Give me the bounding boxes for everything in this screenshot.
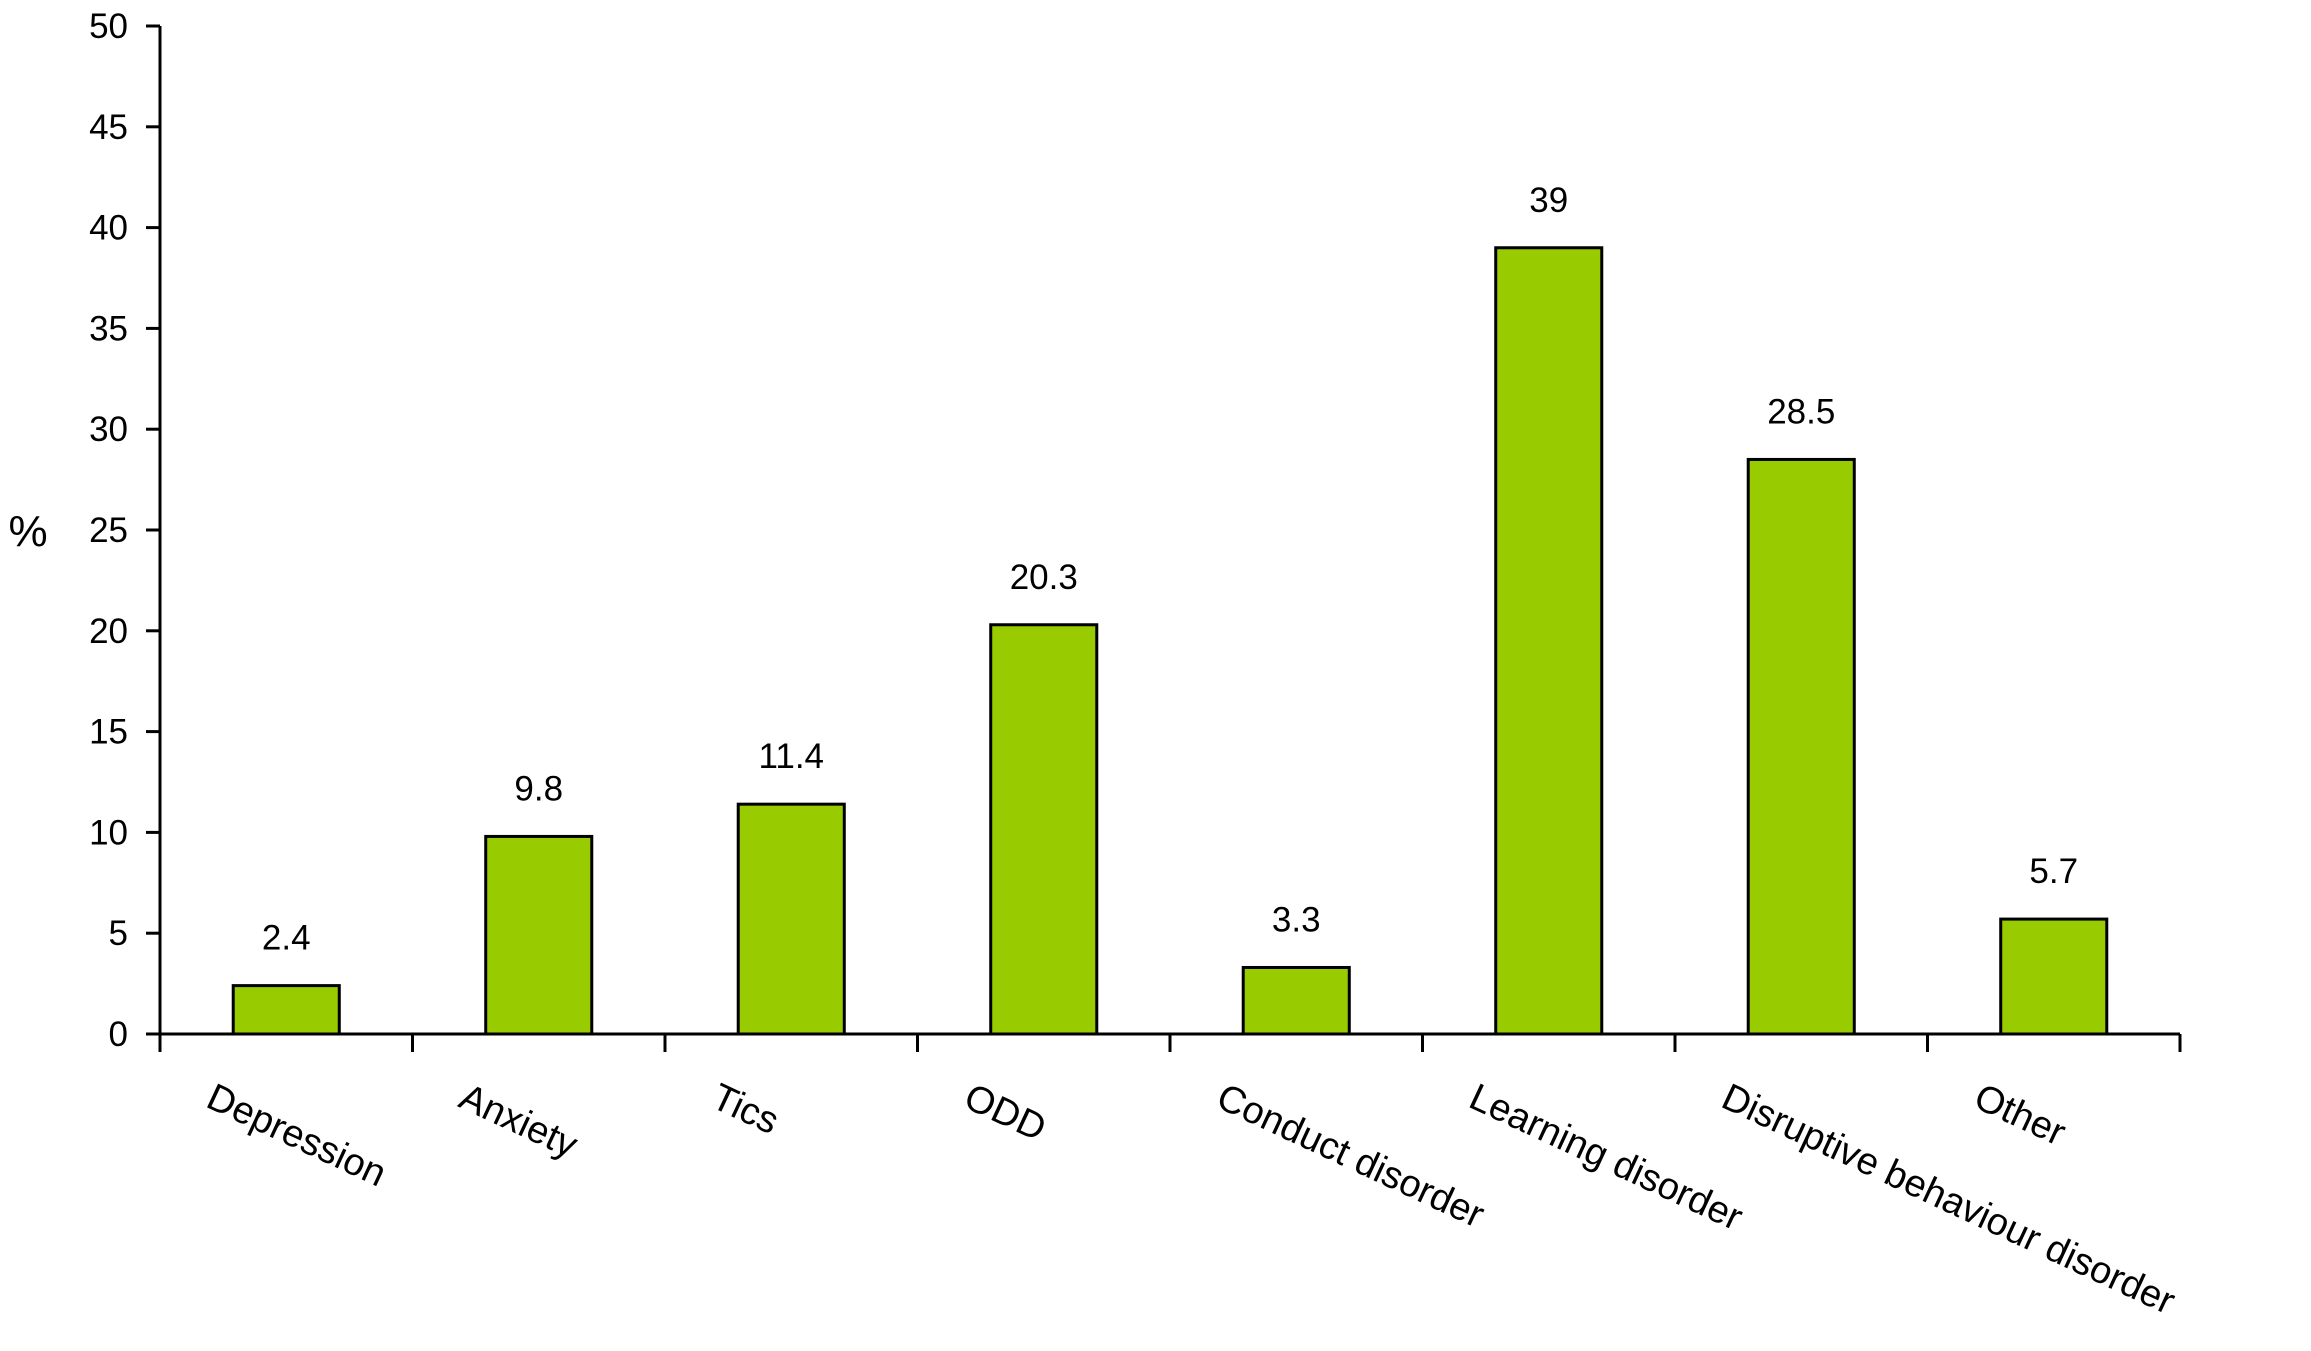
bar (736, 802, 846, 1036)
bar-value-label: 39 (1529, 181, 1568, 220)
bar (484, 834, 594, 1036)
y-tick-label: 35 (89, 309, 128, 348)
bars (231, 246, 2109, 1036)
y-tick-label: 30 (89, 410, 128, 449)
bar (989, 623, 1099, 1036)
y-tick-label: 45 (89, 108, 128, 147)
y-tick-label: 15 (89, 713, 128, 752)
x-axis (158, 1032, 2182, 1052)
category-label: Depression (200, 1076, 392, 1195)
category-label: Conduct disorder (1210, 1076, 1490, 1237)
y-tick-label: 25 (89, 511, 128, 550)
category-label: ODD (958, 1076, 1052, 1150)
y-axis: 0 5 10 15 20 25 30 35 40 45 50 (89, 7, 162, 1054)
y-tick-label: 20 (89, 612, 128, 651)
category-label: Other (1968, 1076, 2072, 1154)
bar (1746, 457, 1856, 1036)
y-tick-label: 50 (89, 7, 128, 46)
bar-value-label: 28.5 (1767, 392, 1835, 431)
bar (1241, 965, 1351, 1036)
y-tick-label: 40 (89, 209, 128, 248)
category-labels: Depression Anxiety Tics ODD Conduct disorder… (200, 1076, 2181, 1323)
bar (1494, 246, 1604, 1036)
category-label: Learning disorder (1463, 1076, 1749, 1239)
bar-value-label: 20.3 (1010, 558, 1078, 597)
category-label: Tics (705, 1076, 785, 1143)
bar (231, 984, 341, 1036)
bar (1999, 917, 2109, 1036)
y-tick-label: 5 (109, 914, 128, 953)
bar-value-label: 3.3 (1272, 900, 1321, 939)
y-tick-label: 0 (109, 1015, 128, 1054)
bar-value-label: 5.7 (2029, 852, 2078, 891)
bar-value-label: 11.4 (758, 737, 824, 776)
bar-value-label: 2.4 (262, 919, 311, 958)
category-label: Anxiety (453, 1076, 584, 1167)
bar-value-label: 9.8 (514, 769, 563, 808)
value-labels: 2.4 9.8 11.4 20.3 3.3 39 28.5 5.7 (262, 181, 2078, 958)
y-tick-label: 10 (89, 813, 128, 852)
y-axis-title: % (8, 507, 47, 556)
category-label: Disruptive behaviour disorder (1715, 1076, 2181, 1323)
